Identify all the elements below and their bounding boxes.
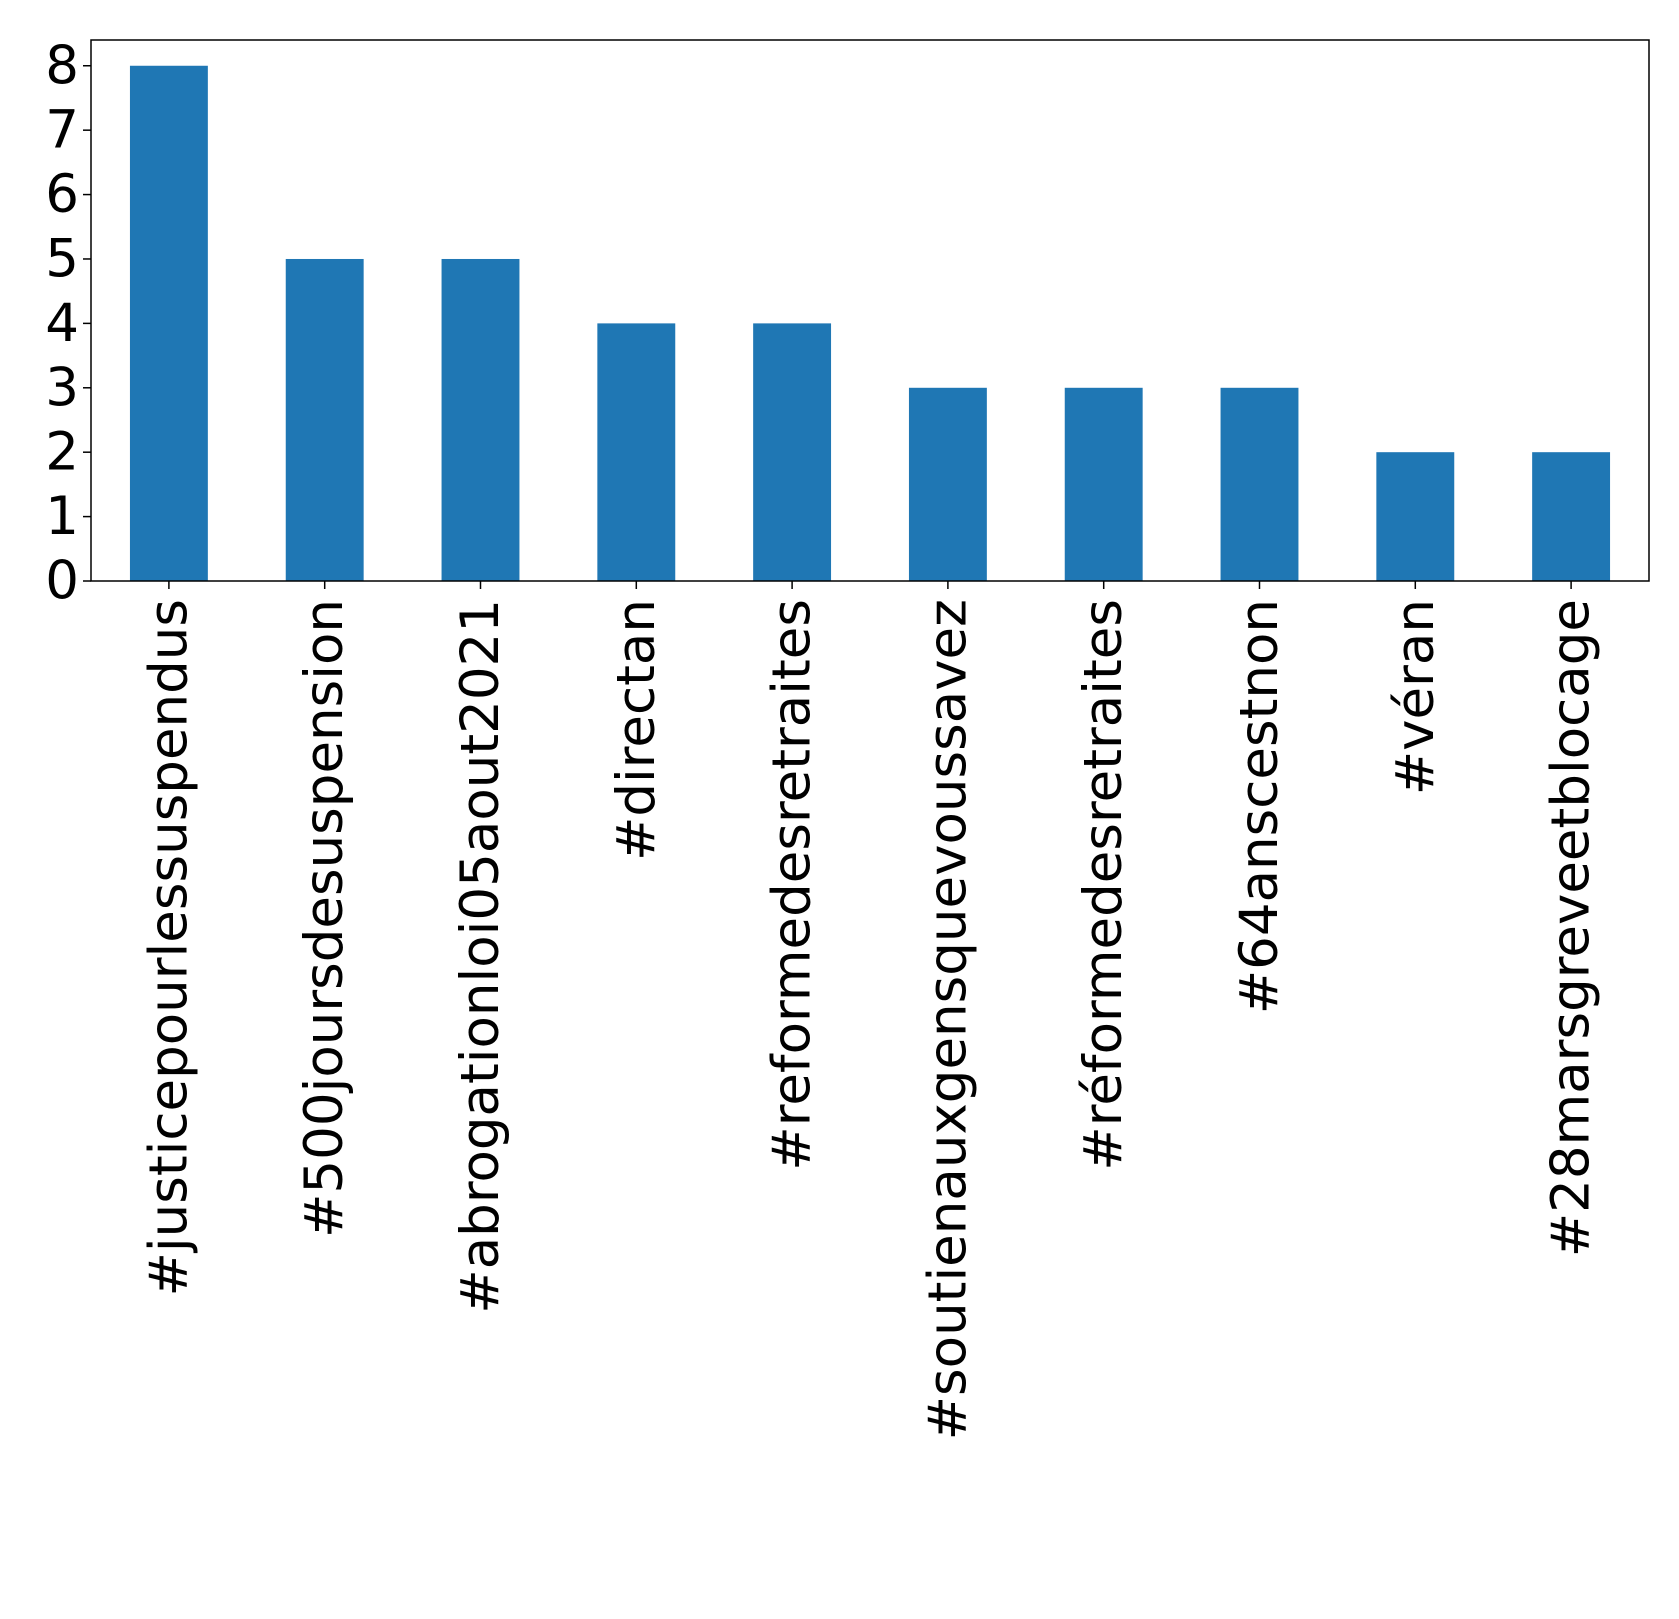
y-tick-label: 3 <box>45 357 79 418</box>
x-axis: #justicepourlessuspendus #500joursdesuspe… <box>138 581 1602 1440</box>
bar <box>753 323 832 581</box>
x-tick-label: #500joursdesuspension <box>294 599 355 1238</box>
y-tick-label: 1 <box>45 486 79 547</box>
bar <box>1220 387 1299 581</box>
y-tick-label: 7 <box>45 100 79 161</box>
plot-frame <box>90 39 1650 582</box>
x-tick-label: #reformedesretraites <box>762 599 823 1171</box>
bar <box>129 65 208 581</box>
x-tick-label: #justicepourlessuspendus <box>138 599 199 1297</box>
bar <box>597 323 676 581</box>
x-tick-label: #soutienauxgensquevoussavez <box>917 599 978 1440</box>
x-tick-label: #directan <box>606 599 667 861</box>
y-tick-label: 5 <box>45 228 79 289</box>
bar <box>285 258 364 581</box>
bar <box>1376 452 1455 581</box>
y-tick-label: 8 <box>45 35 79 96</box>
y-tick-label: 0 <box>45 551 79 612</box>
bar <box>1532 452 1611 581</box>
y-tick-label: 4 <box>45 293 79 354</box>
x-tick-label: #réformedesretraites <box>1073 599 1134 1171</box>
x-tick-label: #28marsgreveetblocage <box>1541 599 1602 1257</box>
x-tick-label: #abrogationloi05aout2021 <box>450 599 511 1314</box>
bar <box>441 258 520 581</box>
y-tick-label: 6 <box>45 164 79 225</box>
x-tick-label: #véran <box>1385 599 1446 795</box>
y-tick-label: 2 <box>45 422 79 483</box>
x-tick-label: #64anscestnon <box>1229 599 1290 1014</box>
bar <box>908 387 987 581</box>
bars-group <box>129 65 1611 581</box>
bar <box>1064 387 1143 581</box>
